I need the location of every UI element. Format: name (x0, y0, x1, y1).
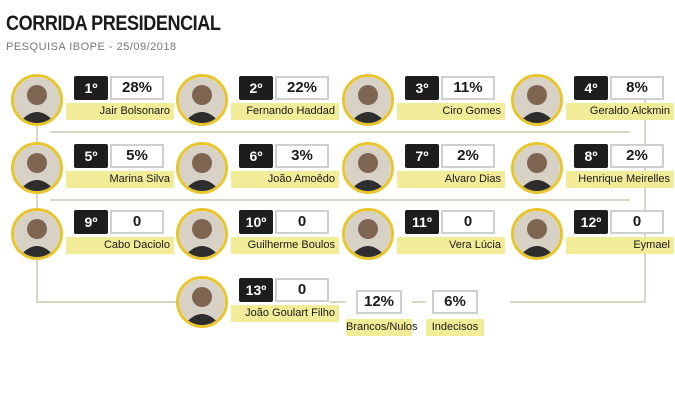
candidate-name: Guilherme Boulos (231, 237, 339, 254)
page-title: CORRIDA PRESIDENCIAL (6, 12, 221, 35)
candidate-card-13: 13º 0 João Goulart Filho (176, 274, 339, 332)
candidate-card-2: 2º 22% Fernando Haddad (176, 72, 339, 130)
vote-percentage: 0 (275, 278, 329, 302)
candidate-card-3: 3º 11% Ciro Gomes (342, 72, 505, 130)
vote-percentage: 0 (110, 210, 164, 234)
candidate-name: João Goulart Filho (231, 305, 339, 322)
vote-percentage: 2% (441, 144, 495, 168)
candidate-photo (342, 208, 394, 260)
candidate-card-7: 7º 2% Alvaro Dias (342, 140, 505, 198)
vote-percentage: 0 (275, 210, 329, 234)
candidate-name: Vera Lúcia (397, 237, 505, 254)
candidate-photo (511, 208, 563, 260)
vote-percentage: 3% (275, 144, 329, 168)
rank-badge: 3º (405, 76, 439, 100)
candidate-card-10: 10º 0 Guilherme Boulos (176, 206, 339, 264)
vote-percentage: 5% (110, 144, 164, 168)
vote-percentage: 12% (356, 290, 402, 314)
rank-badge: 13º (239, 278, 273, 302)
candidate-photo (342, 142, 394, 194)
candidate-card-6: 6º 3% João Amoêdo (176, 140, 339, 198)
blank-null-votes: 12% Brancos/Nulos (346, 290, 418, 336)
candidate-photo (342, 74, 394, 126)
rank-badge: 11º (405, 210, 439, 234)
candidate-photo (176, 74, 228, 126)
rank-badge: 10º (239, 210, 273, 234)
candidate-photo (176, 276, 228, 328)
category-label: Brancos/Nulos (346, 319, 418, 336)
candidate-photo (176, 208, 228, 260)
candidate-name: Fernando Haddad (231, 103, 339, 120)
candidate-name: Geraldo Alckmin (566, 103, 674, 120)
vote-percentage: 0 (441, 210, 495, 234)
rank-badge: 5º (74, 144, 108, 168)
rank-badge: 1º (74, 76, 108, 100)
candidate-name: Alvaro Dias (397, 171, 505, 188)
vote-percentage: 28% (110, 76, 164, 100)
candidate-photo (11, 74, 63, 126)
rank-badge: 8º (574, 144, 608, 168)
candidate-name: Henrique Meirelles (566, 171, 674, 188)
candidate-name: Eymael (566, 237, 674, 254)
candidate-photo (11, 142, 63, 194)
candidate-name: João Amoêdo (231, 171, 339, 188)
candidate-photo (11, 208, 63, 260)
candidate-card-9: 9º 0 Cabo Daciolo (11, 206, 174, 264)
rank-badge: 12º (574, 210, 608, 234)
rank-badge: 6º (239, 144, 273, 168)
vote-percentage: 22% (275, 76, 329, 100)
candidate-name: Cabo Daciolo (66, 237, 174, 254)
candidate-card-8: 8º 2% Henrique Meirelles (511, 140, 674, 198)
candidate-name: Marina Silva (66, 171, 174, 188)
page-subtitle: PESQUISA IBOPE - 25/09/2018 (6, 41, 177, 53)
candidate-card-11: 11º 0 Vera Lúcia (342, 206, 505, 264)
rank-badge: 9º (74, 210, 108, 234)
candidate-card-1: 1º 28% Jair Bolsonaro (11, 72, 174, 130)
vote-percentage: 11% (441, 76, 495, 100)
candidate-photo (176, 142, 228, 194)
vote-percentage: 2% (610, 144, 664, 168)
category-label: Indecisos (426, 319, 484, 336)
candidate-card-4: 4º 8% Geraldo Alckmin (511, 72, 674, 130)
candidate-name: Jair Bolsonaro (66, 103, 174, 120)
vote-percentage: 6% (432, 290, 478, 314)
vote-percentage: 0 (610, 210, 664, 234)
candidate-photo (511, 142, 563, 194)
undecided-votes: 6% Indecisos (426, 290, 484, 336)
candidate-card-12: 12º 0 Eymael (511, 206, 674, 264)
rank-badge: 2º (239, 76, 273, 100)
vote-percentage: 8% (610, 76, 664, 100)
rank-badge: 7º (405, 144, 439, 168)
candidate-photo (511, 74, 563, 126)
candidate-card-5: 5º 5% Marina Silva (11, 140, 174, 198)
rank-badge: 4º (574, 76, 608, 100)
candidate-name: Ciro Gomes (397, 103, 505, 120)
